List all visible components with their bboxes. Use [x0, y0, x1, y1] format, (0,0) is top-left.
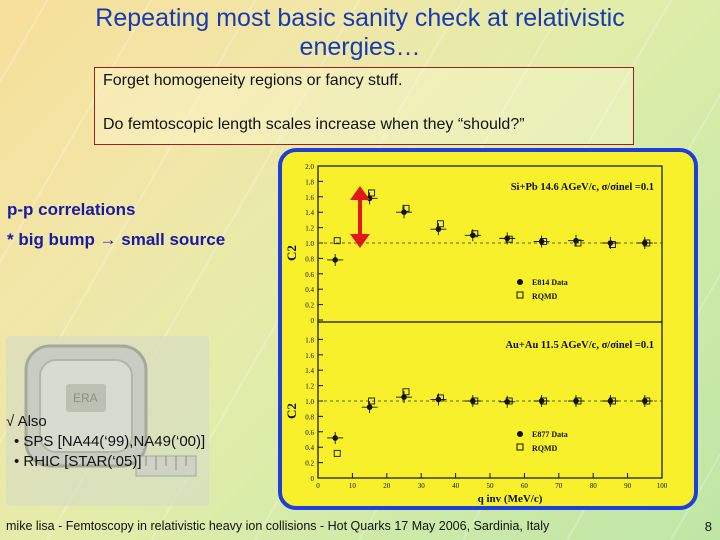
legend-data-marker — [517, 431, 523, 437]
data-point — [573, 237, 579, 244]
y-tick-label: 0.6 — [305, 429, 314, 437]
also-item: • RHIC [STAR(‘05)] — [14, 453, 142, 470]
data-point — [538, 238, 545, 245]
data-point — [332, 435, 338, 441]
rqmd-point — [333, 237, 341, 245]
legend-data-marker — [517, 279, 523, 285]
note-line-1: Forget homogeneity regions or fancy stuf… — [103, 72, 403, 89]
x-tick-label: 60 — [521, 482, 529, 490]
also-head: √ Also — [6, 413, 47, 430]
y-tick-label: 0 — [311, 475, 315, 483]
y-tick-label: 0 — [311, 317, 315, 325]
note-box: Forget homogeneity regions or fancy stuf… — [94, 67, 634, 145]
panel-label: Si+Pb 14.6 AGeV/c, σ/σinel =0.1 — [511, 182, 654, 193]
x-tick-label: 70 — [555, 482, 563, 490]
tape-measure-image: ERA — [6, 336, 209, 506]
y-tick-label: 1.0 — [305, 398, 314, 406]
x-tick-label: 100 — [657, 482, 668, 490]
x-tick-label: 20 — [383, 482, 391, 490]
data-point — [366, 404, 373, 410]
data-point — [504, 235, 510, 242]
legend-rqmd-label: RQMD — [532, 292, 558, 301]
x-tick-label: 10 — [349, 482, 357, 490]
y-tick-label: 0.6 — [305, 271, 314, 279]
legend-rqmd-label: RQMD — [532, 444, 558, 453]
rqmd-point — [436, 220, 444, 228]
data-point — [642, 240, 648, 246]
x-tick-label: 90 — [624, 482, 632, 490]
data-point — [435, 396, 442, 403]
rqmd-point — [368, 397, 376, 405]
rqmd-point — [368, 189, 376, 197]
y-axis-label: C2 — [284, 245, 299, 261]
rqmd-point — [402, 388, 410, 396]
y-tick-label: 0.2 — [305, 302, 314, 310]
legend-data-label: E814 Data — [532, 278, 568, 287]
legend-data-label: E877 Data — [532, 430, 568, 439]
pp-line-2: * big bump → small source — [7, 230, 226, 249]
legend-rqmd-marker — [516, 291, 524, 299]
data-point — [435, 226, 442, 232]
x-tick-label: 0 — [316, 482, 320, 490]
data-point — [538, 398, 545, 404]
y-tick-label: 0.2 — [305, 460, 314, 468]
y-tick-label: 1.4 — [305, 209, 314, 217]
y-tick-label: 1.8 — [305, 178, 314, 186]
y-tick-label: 0.4 — [305, 444, 314, 452]
rqmd-point — [333, 449, 341, 457]
panel-label: Au+Au 11.5 AGeV/c, σ/σinel =0.1 — [505, 340, 654, 351]
x-tick-label: 30 — [418, 482, 426, 490]
red-double-arrow-icon — [350, 186, 370, 248]
c2-correlation-chart: 2.0 1.8 1.6 1.4 1.2 1.0 0.8 0.6 0.4 0.2 0 C2 Si+Pb 1… — [284, 163, 668, 505]
footer-text: mike lisa - Femtoscopy in relativistic h… — [6, 519, 550, 533]
x-axis-label: q inv (MeV/c) — [478, 493, 543, 505]
y-tick-label: 1.2 — [305, 225, 314, 233]
tape-measure-icon: ERA — [24, 344, 197, 477]
x-tick-label: 40 — [452, 482, 460, 490]
data-point — [607, 240, 614, 246]
data-point — [401, 209, 407, 215]
also-item: • SPS [NA44(‘99),NA49(‘00)] — [14, 433, 206, 450]
data-point — [401, 394, 407, 400]
y-tick-label: 1.6 — [305, 352, 314, 360]
note-line-2: Do femtoscopic length scales increase wh… — [103, 116, 525, 133]
pp-correlations-text: p-p correlations * big bump → small sour… — [7, 195, 225, 255]
legend-rqmd-marker — [516, 443, 524, 451]
y-tick-label: 0.8 — [305, 413, 314, 421]
y-tick-label: 0.4 — [305, 286, 314, 294]
x-tick-label: 50 — [487, 482, 495, 490]
data-point — [607, 398, 614, 404]
also-list: √ Also • SPS [NA44(‘99),NA49(‘00)] • RHI… — [6, 412, 205, 472]
data-point — [504, 398, 510, 405]
data-point — [470, 398, 476, 404]
y-tick-label: 1.6 — [305, 194, 314, 202]
data-point — [332, 257, 338, 263]
y-tick-label: 1.2 — [305, 383, 314, 391]
y-tick-label: 0.8 — [305, 255, 314, 263]
pp-line-1: p-p correlations — [7, 200, 136, 219]
data-point — [470, 232, 476, 239]
y-tick-label: 1.4 — [305, 367, 314, 375]
x-tick-label: 80 — [590, 482, 598, 490]
data-point — [573, 398, 579, 404]
y-tick-label: 2.0 — [305, 163, 314, 171]
slide-title: Repeating most basic sanity check at rel… — [95, 4, 625, 61]
c2-plot-frame: 2.0 1.8 1.6 1.4 1.2 1.0 0.8 0.6 0.4 0.2 0 C2 Si+Pb 1… — [278, 148, 698, 510]
y-tick-label: 1.8 — [305, 336, 314, 344]
y-tick-label: 1.0 — [305, 240, 314, 248]
tape-label: ERA — [73, 391, 98, 405]
data-point — [642, 398, 648, 404]
y-axis-label: C2 — [284, 403, 299, 419]
page-number: 8 — [704, 519, 712, 534]
